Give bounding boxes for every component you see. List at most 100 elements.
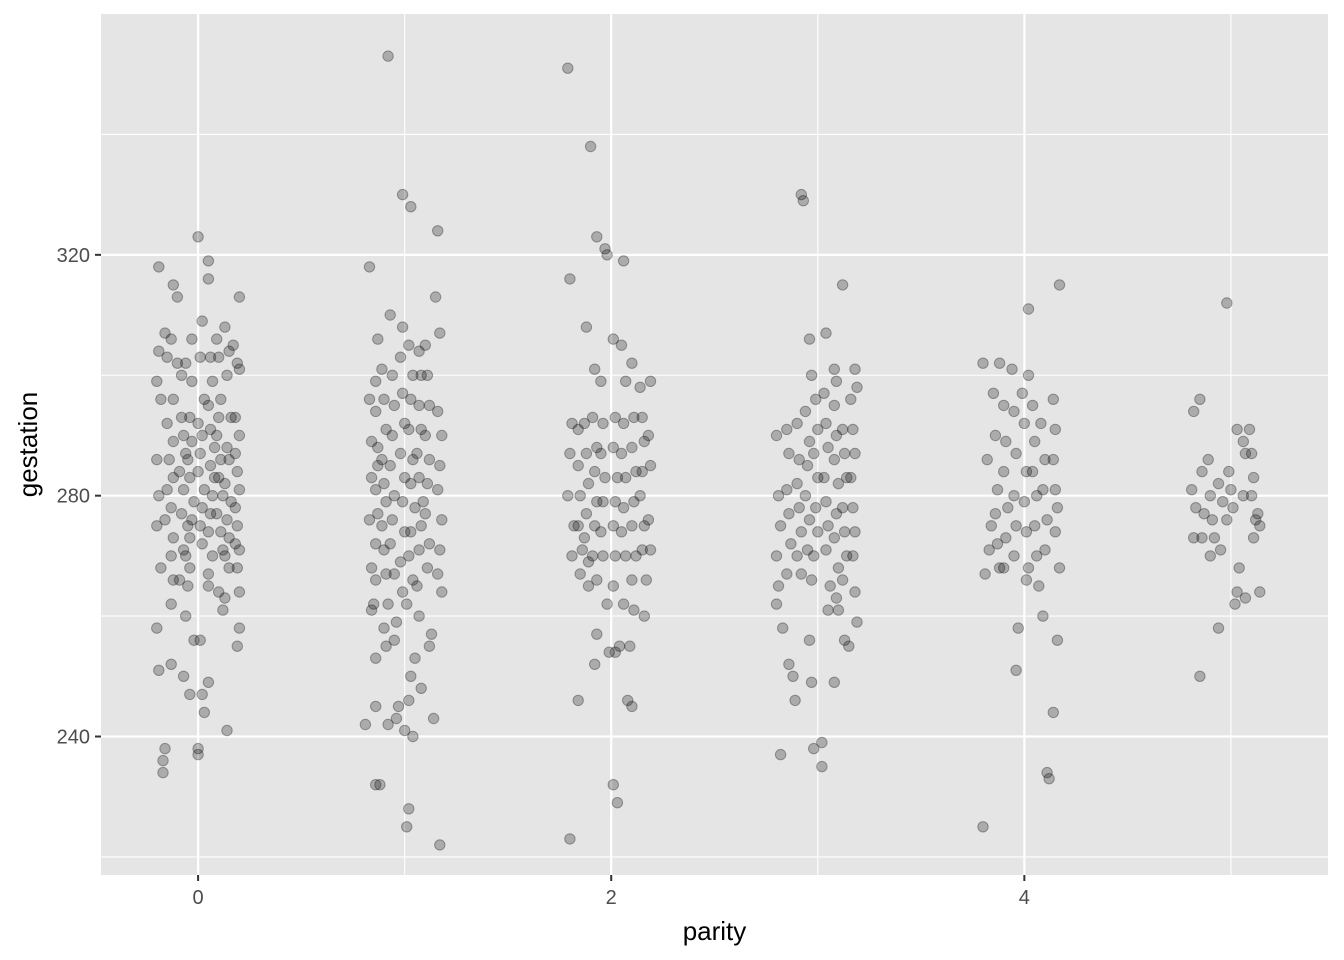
data-point	[411, 580, 423, 592]
data-point	[644, 544, 657, 556]
data-point	[772, 490, 785, 502]
data-point	[233, 622, 246, 634]
data-point	[1245, 447, 1258, 460]
data-point	[1254, 586, 1266, 598]
data-point	[194, 520, 206, 532]
data-point	[638, 610, 650, 622]
data-point	[797, 195, 809, 207]
data-point	[841, 471, 853, 484]
data-point	[828, 363, 840, 375]
data-point	[409, 652, 421, 664]
data-point	[845, 471, 857, 484]
data-point	[415, 682, 427, 694]
data-point	[380, 568, 392, 580]
data-point	[206, 550, 219, 562]
data-point	[405, 526, 417, 538]
data-point	[157, 766, 169, 779]
data-point	[378, 477, 390, 490]
data-point	[223, 532, 235, 544]
data-point	[1186, 484, 1198, 496]
data-point	[380, 640, 392, 652]
data-point	[378, 622, 390, 634]
y-tick-label: 280	[57, 486, 90, 508]
data-point	[173, 574, 186, 586]
data-point	[399, 724, 411, 737]
data-point	[392, 700, 405, 713]
data-point	[165, 502, 177, 514]
data-point	[204, 423, 217, 436]
data-point	[231, 465, 244, 478]
data-point	[407, 730, 419, 743]
data-point	[180, 550, 192, 562]
data-point	[202, 568, 215, 580]
data-point	[1020, 574, 1033, 586]
data-point	[599, 243, 611, 255]
data-point	[770, 429, 783, 442]
data-point	[1012, 622, 1024, 634]
data-point	[229, 502, 242, 514]
data-point	[415, 369, 427, 381]
data-point	[977, 821, 989, 833]
data-point	[233, 586, 246, 598]
y-tick-label: 240	[57, 727, 90, 749]
data-point	[434, 327, 446, 339]
data-point	[192, 742, 204, 755]
data-point	[206, 375, 219, 387]
data-point	[182, 580, 194, 592]
data-point	[194, 447, 206, 460]
y-axis-title: gestation	[13, 392, 43, 498]
data-point	[584, 140, 597, 153]
data-point	[188, 496, 200, 508]
data-point	[781, 568, 793, 580]
data-point	[783, 447, 795, 460]
data-point	[180, 447, 192, 460]
data-point	[851, 616, 863, 628]
data-point	[208, 471, 221, 484]
data-point	[155, 562, 167, 574]
data-point	[217, 544, 229, 556]
data-point	[390, 616, 403, 628]
data-point	[165, 550, 177, 562]
data-point	[202, 273, 215, 285]
x-axis-title: parity	[683, 916, 747, 946]
data-point	[979, 568, 991, 580]
data-point	[808, 550, 820, 562]
data-point	[1188, 405, 1200, 418]
data-point	[626, 357, 638, 369]
data-point	[223, 345, 235, 357]
data-point	[370, 779, 382, 791]
data-point	[423, 399, 436, 412]
data-point	[184, 411, 196, 424]
data-point	[611, 471, 624, 484]
data-point	[390, 712, 403, 725]
data-point	[847, 502, 859, 514]
data-point	[405, 393, 417, 405]
data-point	[388, 490, 400, 502]
data-point	[795, 568, 807, 580]
data-point	[215, 453, 227, 466]
data-point	[1010, 664, 1022, 676]
data-point	[153, 490, 165, 502]
data-point	[572, 520, 584, 532]
data-point	[419, 339, 431, 351]
data-point	[415, 423, 427, 436]
data-point	[233, 291, 246, 303]
data-point	[1026, 465, 1039, 478]
data-point	[213, 411, 225, 424]
data-point	[781, 423, 793, 436]
data-point	[382, 598, 394, 610]
data-point	[607, 441, 619, 454]
data-point	[595, 375, 607, 387]
data-point	[981, 453, 993, 466]
data-point	[165, 598, 177, 610]
data-point	[376, 453, 388, 466]
data-point	[374, 779, 386, 791]
data-point	[432, 484, 444, 496]
data-point	[211, 508, 223, 520]
data-point	[838, 634, 851, 646]
data-point	[830, 508, 843, 520]
data-point	[153, 345, 165, 357]
data-point	[436, 586, 448, 598]
data-point	[225, 411, 237, 424]
